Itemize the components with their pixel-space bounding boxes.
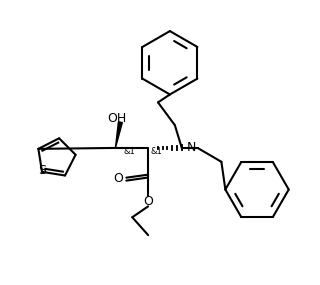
Text: OH: OH bbox=[107, 112, 126, 125]
Text: O: O bbox=[143, 195, 153, 208]
Text: O: O bbox=[114, 172, 123, 185]
Text: N: N bbox=[187, 141, 196, 154]
Text: &1: &1 bbox=[124, 147, 135, 156]
Polygon shape bbox=[116, 122, 122, 148]
Text: &1: &1 bbox=[150, 147, 162, 156]
Text: S: S bbox=[38, 164, 46, 177]
